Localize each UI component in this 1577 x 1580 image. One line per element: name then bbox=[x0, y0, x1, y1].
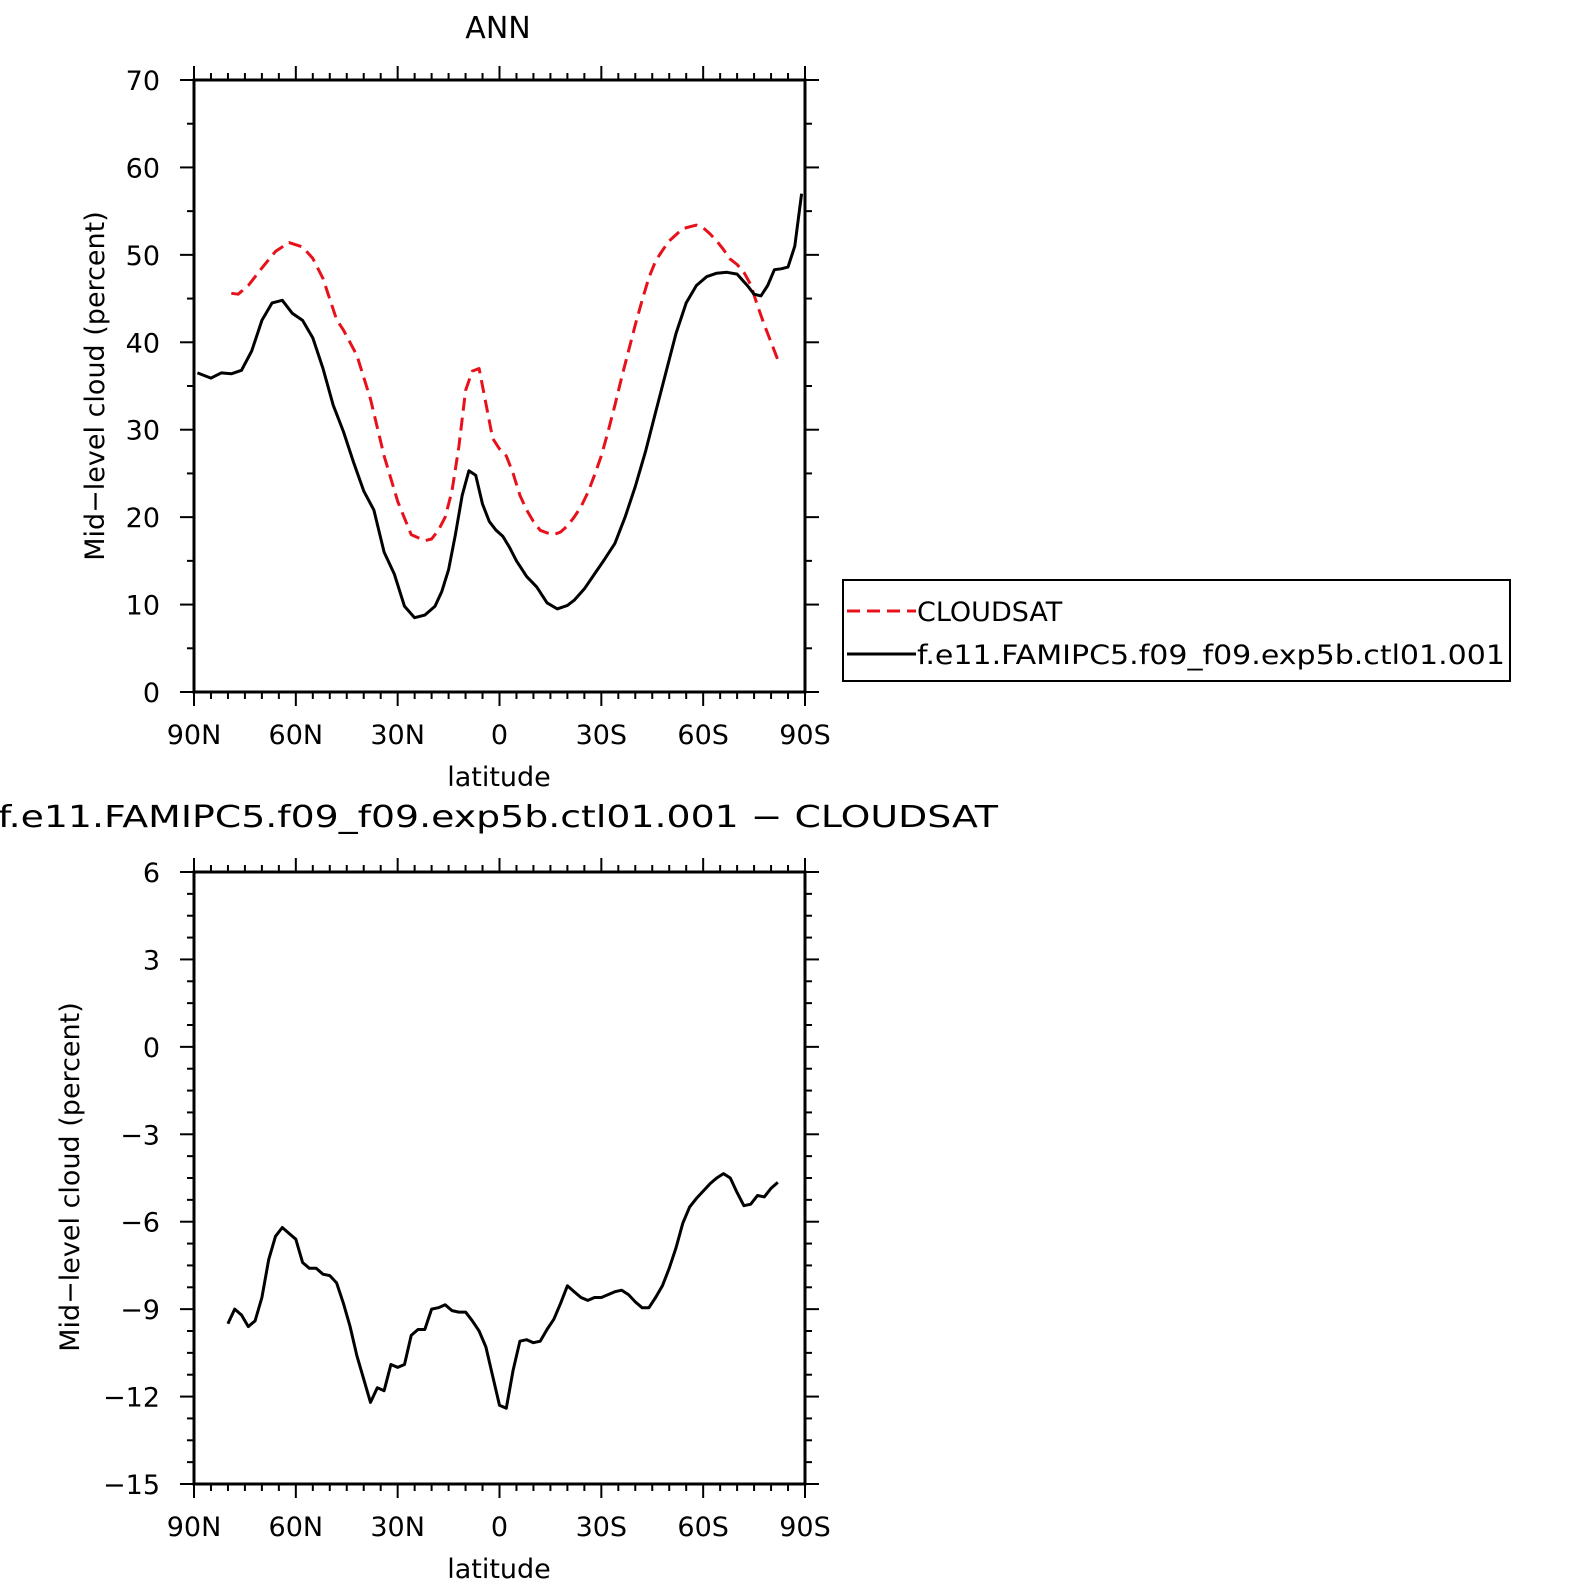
y-tick-label: −15 bbox=[103, 1470, 160, 1501]
y-tick-label: 20 bbox=[126, 503, 160, 534]
x-axis-label: latitude bbox=[447, 762, 551, 793]
y-tick-label: 70 bbox=[126, 66, 160, 97]
x-tick-label: 30S bbox=[576, 1512, 628, 1543]
tick-marks: 90N 60N 30N 0 30S 60S 90S −15 −12 −9 −6 −3 0 3 6 bbox=[103, 858, 831, 1543]
series-layer bbox=[226, 1172, 779, 1410]
x-tick-label: 90S bbox=[779, 1512, 831, 1543]
plot-frame bbox=[192, 78, 807, 694]
y-tick-label: 3 bbox=[143, 945, 160, 976]
chart-panel-bottom: f.e11.FAMIPC5.f09_f09.exp5b.ctl01.001 − … bbox=[0, 800, 999, 1580]
x-tick-label: 60N bbox=[269, 720, 324, 751]
y-tick-label: −6 bbox=[120, 1208, 160, 1239]
series-line-0 bbox=[226, 1172, 779, 1410]
y-tick-label: 6 bbox=[143, 858, 160, 889]
legend-label-cloudsat: CLOUDSAT bbox=[917, 597, 1063, 628]
y-tick-label: −12 bbox=[103, 1383, 160, 1414]
y-tick-label: 50 bbox=[126, 241, 160, 272]
y-tick-label: −3 bbox=[120, 1120, 160, 1151]
y-tick-label: 40 bbox=[126, 328, 160, 359]
legend-label-model: f.e11.FAMIPC5.f09_f09.exp5b.ctl01.001 bbox=[917, 640, 1505, 671]
x-tick-label: 90N bbox=[167, 1512, 222, 1543]
x-tick-label: 30N bbox=[370, 720, 425, 751]
y-tick-label: 0 bbox=[143, 678, 160, 709]
x-tick-label: 30S bbox=[576, 720, 628, 751]
chart-panel-top: ANN 90N 60N 30N 0 30S 60S 90S 0 10 20 30 40 50 60 70 M… bbox=[80, 11, 831, 793]
tick-marks: 90N 60N 30N 0 30S 60S 90S 0 10 20 30 40 50 60 70 bbox=[126, 66, 831, 751]
y-axis-label: Mid−level cloud (percent) bbox=[80, 211, 111, 561]
y-tick-label: 60 bbox=[126, 153, 160, 184]
legend-box bbox=[842, 579, 1511, 682]
x-tick-label: 0 bbox=[491, 720, 508, 751]
chart-title: f.e11.FAMIPC5.f09_f09.exp5b.ctl01.001 − … bbox=[0, 800, 999, 835]
y-tick-label: 10 bbox=[126, 591, 160, 622]
x-tick-label: 30N bbox=[370, 1512, 425, 1543]
x-tick-label: 60N bbox=[269, 1512, 324, 1543]
plot-frame bbox=[192, 870, 807, 1486]
y-axis-label: Mid−level cloud (percent) bbox=[55, 1002, 86, 1352]
x-tick-label: 0 bbox=[491, 1512, 508, 1543]
y-tick-label: −9 bbox=[120, 1295, 160, 1326]
x-axis-label: latitude bbox=[447, 1554, 551, 1580]
series-line-0 bbox=[231, 223, 780, 543]
y-tick-label: 30 bbox=[126, 416, 160, 447]
chart-title: ANN bbox=[465, 11, 530, 46]
legend: CLOUDSAT f.e11.FAMIPC5.f09_f09.exp5b.ctl… bbox=[842, 579, 1511, 682]
series-layer bbox=[196, 193, 804, 620]
x-tick-label: 60S bbox=[677, 1512, 729, 1543]
y-tick-label: 0 bbox=[143, 1033, 160, 1064]
series-line-1 bbox=[196, 193, 804, 620]
x-tick-label: 60S bbox=[677, 720, 729, 751]
x-tick-label: 90N bbox=[167, 720, 222, 751]
x-tick-label: 90S bbox=[779, 720, 831, 751]
